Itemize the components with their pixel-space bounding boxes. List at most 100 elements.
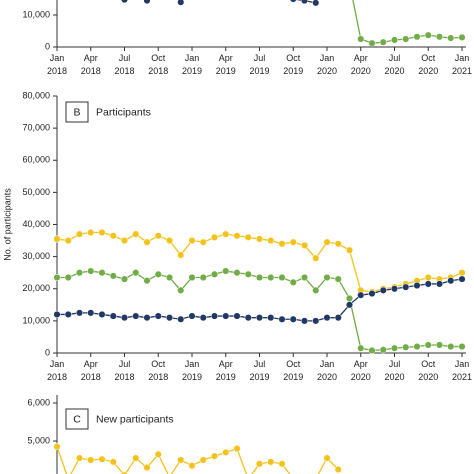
x-tick-label: Apr 2020 xyxy=(351,359,371,382)
data-point xyxy=(75,309,84,317)
x-tick-label: Jan 2020 xyxy=(317,359,337,382)
data-point xyxy=(458,269,466,277)
data-point xyxy=(424,280,432,288)
x-tick-label: Jan 2019 xyxy=(182,359,202,382)
x-tick-label: Jul 2019 xyxy=(249,53,269,76)
data-point xyxy=(98,269,106,277)
x-tick-label: Jan 2021 xyxy=(452,359,472,382)
x-tick-label: Oct 2020 xyxy=(418,359,438,382)
data-point xyxy=(132,269,140,277)
data-point xyxy=(109,272,117,280)
x-tick-label: Jan 2018 xyxy=(47,53,67,76)
data-point xyxy=(323,273,331,282)
x-tick-label: Oct 2019 xyxy=(283,359,303,382)
x-tick-label: Jul 2020 xyxy=(384,53,404,76)
data-point xyxy=(98,455,106,463)
y-tick-label: 10,000 xyxy=(22,9,50,19)
data-point xyxy=(233,312,241,320)
data-point xyxy=(188,462,196,470)
data-point xyxy=(458,33,466,41)
data-point xyxy=(222,312,230,320)
data-point xyxy=(312,317,320,325)
data-point xyxy=(402,343,410,351)
data-point xyxy=(154,270,162,278)
y-tick-label: 60,000 xyxy=(22,155,50,165)
data-point xyxy=(210,452,219,460)
data-point xyxy=(199,238,207,246)
data-point xyxy=(188,312,196,320)
data-point xyxy=(199,273,207,282)
y-tick-label: 40,000 xyxy=(22,219,50,229)
data-point xyxy=(312,286,320,294)
data-point xyxy=(289,238,297,246)
data-point xyxy=(300,273,309,282)
data-point xyxy=(334,314,342,322)
data-point xyxy=(447,34,455,42)
data-point xyxy=(390,344,399,352)
data-point xyxy=(188,237,196,245)
data-point xyxy=(233,269,241,277)
x-tick-label: Jan 2020 xyxy=(317,53,337,76)
data-point xyxy=(75,230,84,238)
data-point xyxy=(143,314,151,322)
data-point xyxy=(53,273,61,282)
data-point xyxy=(447,343,455,351)
data-point xyxy=(368,39,376,47)
data-point xyxy=(143,238,151,246)
data-point xyxy=(413,281,421,290)
data-point xyxy=(64,273,72,282)
data-point xyxy=(143,277,151,285)
data-point xyxy=(233,232,241,240)
data-point xyxy=(390,285,399,293)
data-point xyxy=(165,237,174,245)
y-tick-label: 0 xyxy=(45,41,50,51)
series-line xyxy=(57,270,462,352)
data-point xyxy=(334,275,342,283)
data-point xyxy=(267,314,275,322)
data-point xyxy=(267,273,275,282)
data-point xyxy=(53,310,61,319)
data-point xyxy=(447,277,455,285)
data-point xyxy=(222,267,230,275)
data-point xyxy=(120,314,129,322)
data-point xyxy=(109,458,117,466)
data-point xyxy=(345,294,354,302)
x-tick-label: Apr 2019 xyxy=(216,53,236,76)
data-point xyxy=(222,230,230,238)
x-tick-label: Jul 2019 xyxy=(249,359,269,382)
data-point xyxy=(323,314,331,322)
data-point xyxy=(210,270,219,278)
data-point xyxy=(424,273,432,282)
data-point xyxy=(98,228,106,237)
data-point xyxy=(154,232,162,240)
data-point xyxy=(244,314,252,322)
data-point xyxy=(345,246,354,254)
data-point xyxy=(424,31,432,39)
data-point xyxy=(177,251,185,259)
x-tick-label: Oct 2018 xyxy=(148,53,168,76)
data-point xyxy=(53,235,61,243)
data-point xyxy=(435,341,444,349)
data-point xyxy=(255,314,264,322)
x-tick-label: Oct 2018 xyxy=(148,359,168,382)
plot xyxy=(53,228,466,354)
x-tick-label: Oct 2020 xyxy=(418,53,438,76)
data-point xyxy=(413,343,421,351)
data-point xyxy=(210,233,219,241)
data-point xyxy=(87,309,95,317)
data-point xyxy=(109,232,117,240)
data-point xyxy=(278,240,286,248)
data-point xyxy=(177,286,185,294)
x-tick-label: Apr 2018 xyxy=(81,359,101,382)
panel-label: B xyxy=(73,106,80,118)
x-tick-label: Apr 2018 xyxy=(81,53,101,76)
plot xyxy=(120,0,466,47)
data-point xyxy=(87,228,95,237)
data-point xyxy=(244,270,252,278)
data-point xyxy=(278,460,286,468)
data-point xyxy=(143,0,151,5)
data-point xyxy=(357,344,365,352)
x-tick-label: Apr 2019 xyxy=(216,359,236,382)
panel-label: C xyxy=(73,413,81,425)
data-point xyxy=(222,448,230,456)
